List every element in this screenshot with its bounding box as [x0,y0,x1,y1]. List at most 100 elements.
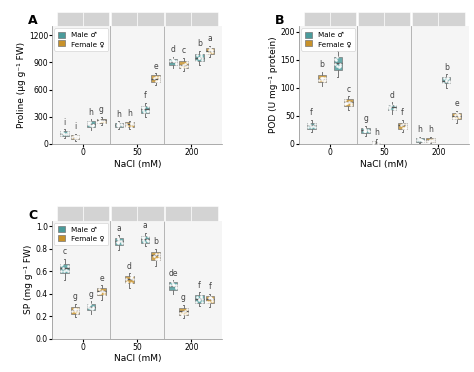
PathPatch shape [362,128,370,133]
Point [138,234,146,240]
Text: b: b [319,61,325,70]
Point [128,275,135,280]
Text: e: e [455,99,459,108]
Point [442,78,450,84]
Point [402,125,410,131]
Point [122,276,130,282]
Point [178,311,186,317]
Point [416,136,424,142]
Point [362,127,369,133]
PathPatch shape [426,138,435,142]
Point [347,103,355,109]
Point [387,107,394,113]
Point [96,118,103,124]
Point [197,52,204,58]
PathPatch shape [398,123,407,129]
X-axis label: NaCl (mM): NaCl (mM) [360,160,408,169]
Point [386,105,393,111]
Text: a: a [143,221,147,230]
Point [129,276,137,282]
Point [192,58,200,64]
Point [209,298,216,304]
PathPatch shape [206,48,214,54]
Point [304,124,312,130]
Point [58,268,65,274]
Point [417,137,425,142]
Point [195,55,203,61]
Point [85,120,93,126]
PathPatch shape [442,77,450,83]
Point [74,134,82,140]
Text: A: A [28,14,38,27]
Point [390,106,398,112]
X-axis label: NaCl (mM): NaCl (mM) [113,355,161,363]
PathPatch shape [334,57,342,70]
Point [114,120,122,126]
Point [74,133,82,139]
Point [72,134,80,140]
Point [183,62,191,68]
Point [205,295,212,301]
Point [72,135,79,141]
Point [442,77,450,83]
Point [118,122,126,128]
Point [454,112,462,118]
PathPatch shape [307,123,316,129]
Point [118,238,125,244]
Text: c: c [346,85,350,94]
Text: e: e [154,62,158,71]
Bar [330,12,356,26]
Text: g: g [89,290,93,299]
Point [452,112,459,118]
Point [122,280,130,286]
Point [341,100,349,106]
Point [144,233,152,239]
Point [140,235,147,241]
Point [428,138,436,144]
Text: g: g [181,293,186,302]
Point [72,308,79,314]
Point [118,240,126,246]
Point [320,78,328,84]
Point [207,47,215,53]
Point [178,65,186,71]
Point [59,128,66,134]
Point [195,296,203,302]
Point [361,128,368,134]
Point [209,296,216,302]
Point [172,285,180,291]
Point [118,121,125,127]
Point [205,50,213,56]
Point [183,310,191,316]
Point [332,57,339,63]
Point [452,115,460,121]
Point [64,268,72,274]
Point [98,118,106,124]
Point [123,123,131,129]
PathPatch shape [115,238,123,245]
Point [199,296,206,302]
Point [384,103,392,109]
Bar [57,12,83,26]
Point [192,299,200,305]
Point [98,289,106,295]
Text: g: g [73,292,78,301]
Bar [165,206,191,221]
Point [172,61,180,67]
Point [127,121,135,126]
Text: c: c [182,46,186,55]
Point [155,256,163,262]
Point [140,234,148,240]
Text: h: h [418,125,422,134]
Point [446,78,453,84]
Point [453,110,461,116]
PathPatch shape [151,252,160,260]
PathPatch shape [195,295,204,302]
Point [169,58,176,64]
Point [68,134,76,140]
Text: d: d [127,262,132,271]
Point [155,253,163,259]
PathPatch shape [60,131,69,136]
Point [304,121,312,126]
Point [150,253,158,259]
